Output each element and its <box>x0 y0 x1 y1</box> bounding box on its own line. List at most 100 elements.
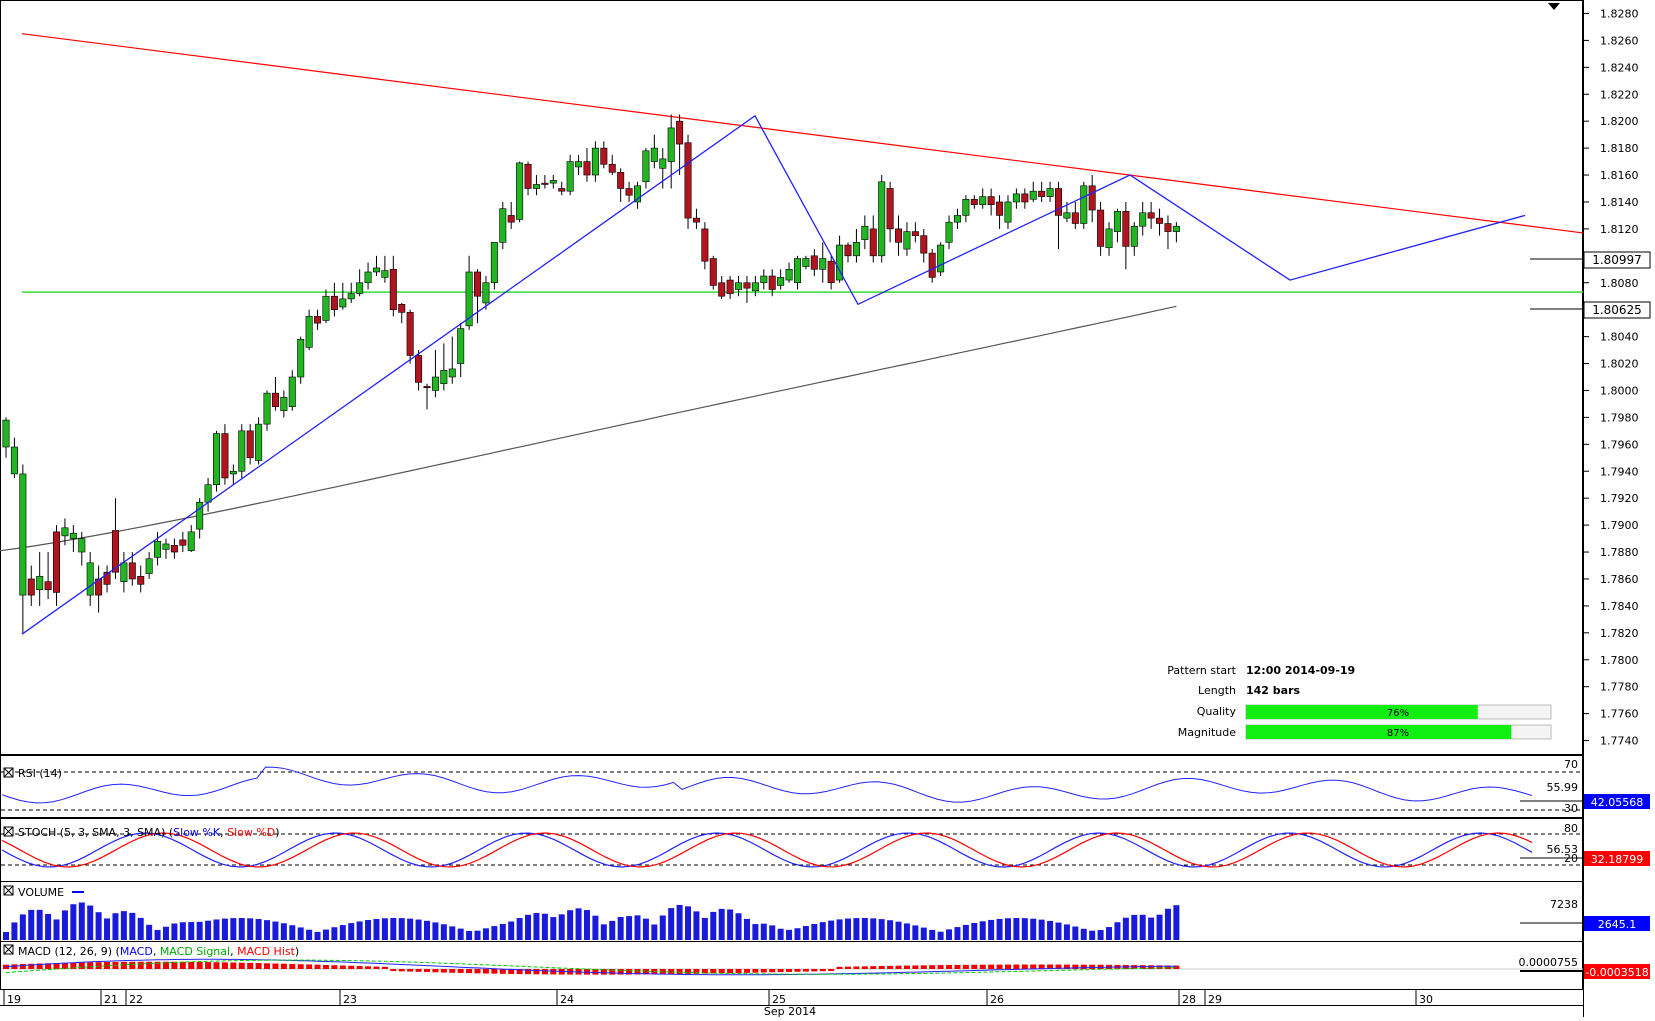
macd-hist-bar <box>129 961 136 969</box>
candle <box>701 222 709 270</box>
quality-bar-fill <box>1246 705 1478 719</box>
volume-bar <box>946 929 953 940</box>
candle <box>768 269 776 297</box>
volume-bar <box>1089 930 1096 940</box>
candle <box>676 114 684 176</box>
y-tick-label: 1.8000 <box>1600 384 1639 397</box>
candle <box>213 430 221 492</box>
macd-hist-bar <box>508 969 515 974</box>
volume-bar <box>1173 905 1180 940</box>
volume-bar <box>188 922 195 940</box>
macd-hist-bar <box>348 965 355 969</box>
volume-bar <box>1139 914 1146 940</box>
volume-bar <box>331 927 338 940</box>
volume-bars <box>3 902 1180 940</box>
candle <box>1156 208 1164 236</box>
candle <box>1105 222 1113 256</box>
candle <box>305 309 313 351</box>
volume-bar <box>878 919 885 940</box>
candle <box>246 424 254 465</box>
candle <box>457 323 465 377</box>
macd-hist-bar <box>415 969 422 972</box>
volume-bar <box>1072 926 1079 940</box>
macd-hist-bar <box>626 969 633 975</box>
candle <box>1012 188 1020 209</box>
volume-bar <box>794 928 801 940</box>
candle <box>836 235 844 283</box>
y-tick-label: 1.8260 <box>1600 34 1639 47</box>
time-axis-day: 21 <box>104 993 118 1006</box>
candle <box>600 141 608 169</box>
volume-bar <box>221 918 228 940</box>
panel-frames <box>0 0 1584 1017</box>
volume-bar <box>592 915 599 940</box>
volume-bar <box>356 921 363 940</box>
volume-bar <box>710 911 717 940</box>
length-value: 142 bars <box>1246 684 1301 697</box>
volume-bar <box>1080 928 1087 940</box>
macd-hist-bar <box>811 969 818 972</box>
volume-bar <box>53 919 60 940</box>
macd-hist-bar <box>676 969 683 974</box>
volume-bar <box>668 908 675 940</box>
volume-panel: VOLUME 7238 2645.1 <box>3 885 1650 940</box>
candle <box>608 154 616 176</box>
candle <box>103 565 111 593</box>
collapse-triangle-icon[interactable] <box>1548 3 1560 10</box>
macd-hist-bar <box>954 964 961 969</box>
candle <box>1029 181 1037 202</box>
volume-bar <box>289 925 296 940</box>
macd-hist-bar <box>1063 964 1070 969</box>
macd-hist-bar <box>11 964 18 969</box>
volume-bar <box>1038 919 1045 940</box>
candle <box>1164 215 1172 250</box>
candle <box>692 208 700 229</box>
trendline-resistance <box>21 33 1584 234</box>
y-tick-label: 1.7820 <box>1600 627 1639 640</box>
volume-bar <box>466 930 473 940</box>
y-tick-label: 1.7900 <box>1600 519 1639 532</box>
volume-bar <box>937 931 944 940</box>
volume-bar <box>424 920 430 940</box>
volume-bar <box>398 918 405 940</box>
macd-hist-bar <box>322 964 329 969</box>
candle <box>549 175 557 189</box>
volume-bar <box>525 914 532 940</box>
macd-hist-bar <box>339 965 346 969</box>
candle <box>735 276 743 297</box>
macd-hist-bar <box>238 962 245 969</box>
candle <box>684 134 692 229</box>
candle <box>482 276 490 310</box>
volume-bar <box>255 919 262 940</box>
volume-bar <box>685 906 692 940</box>
macd-hist-bar <box>819 969 826 972</box>
candle <box>895 215 903 256</box>
volume-bar <box>752 924 759 940</box>
volume-bar <box>1021 918 1028 940</box>
y-tick-label: 1.7880 <box>1600 546 1639 559</box>
volume-bar <box>1013 918 1020 940</box>
volume-current-value: 2645.1 <box>1598 918 1637 931</box>
volume-bar <box>322 929 329 940</box>
candle <box>987 188 995 216</box>
candle <box>347 282 355 303</box>
y-tick-label: 1.8040 <box>1600 331 1639 344</box>
macd-hist-bar <box>1072 964 1079 969</box>
macd-hist-bar <box>1097 964 1104 969</box>
macd-hist-bar <box>104 962 111 969</box>
price-label-box: 1.80997 <box>1530 251 1651 269</box>
candle <box>263 390 271 431</box>
macd-hist-bar <box>516 969 523 975</box>
y-tick-label: 1.8160 <box>1600 169 1639 182</box>
candle <box>19 464 27 633</box>
candle <box>625 181 633 202</box>
macd-signal-line <box>5 959 1177 975</box>
volume-bar <box>903 923 910 940</box>
volume-bar <box>1106 927 1113 940</box>
volume-marker-value: 7238 <box>1550 898 1578 911</box>
candle <box>78 531 86 566</box>
candle <box>381 255 389 283</box>
macd-marker-value: 0.0000755 <box>1519 956 1579 969</box>
macd-hist-bar <box>247 962 254 969</box>
volume-bar <box>179 922 186 940</box>
